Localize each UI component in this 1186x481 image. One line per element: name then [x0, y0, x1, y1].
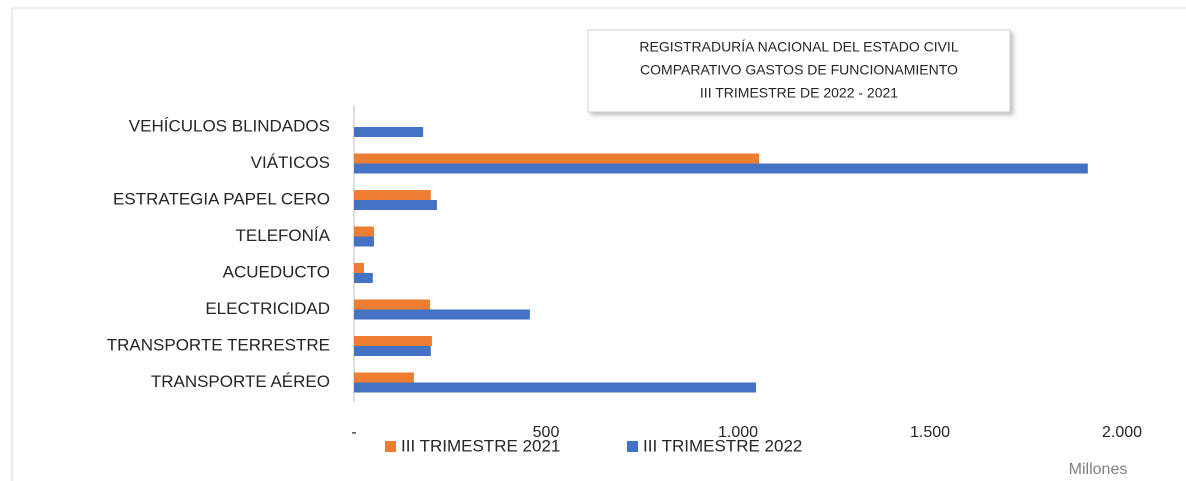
bar	[354, 372, 414, 383]
bar	[354, 346, 431, 356]
y-tick-label: ELECTRICIDAD	[205, 299, 330, 318]
bar	[354, 273, 373, 283]
legend-label: III TRIMESTRE 2022	[643, 436, 802, 455]
x-tick-label: 2.000	[1102, 424, 1142, 441]
y-tick-label: TELEFONÍA	[236, 226, 331, 245]
bar	[354, 309, 530, 320]
bar	[354, 163, 1088, 174]
bar	[354, 226, 374, 237]
bar	[354, 263, 364, 273]
bar	[354, 190, 431, 200]
title-box	[587, 29, 1011, 113]
bar	[354, 336, 432, 346]
x-tick-label: 1.000	[718, 424, 758, 441]
x-tick-label: 500	[533, 424, 560, 441]
y-tick-label: ACUEDUCTO	[223, 262, 330, 281]
axis-unit: Millones	[1069, 461, 1128, 478]
x-tick-label: -	[351, 424, 356, 441]
chart-frame	[11, 7, 1186, 481]
y-tick-label: VIÁTICOS	[251, 153, 330, 172]
y-tick-label: TRANSPORTE AÉREO	[151, 372, 330, 391]
chart-title: REGISTRADURÍA NACIONAL DEL ESTADO CIVIL	[639, 39, 958, 55]
bar	[354, 153, 760, 164]
chart-title: III TRIMESTRE DE 2022 - 2021	[700, 85, 898, 101]
y-tick-label: TRANSPORTE TERRESTRE	[107, 335, 330, 354]
y-tick-label: VEHÍCULOS BLINDADOS	[129, 116, 330, 135]
x-tick-label: 1.500	[910, 424, 950, 441]
legend-swatch	[385, 441, 396, 452]
legend-label: III TRIMESTRE 2021	[401, 436, 560, 455]
y-tick-label: ESTRATEGIA PAPEL CERO	[113, 189, 330, 208]
bar	[354, 200, 437, 210]
legend-swatch	[627, 441, 638, 452]
bar	[354, 236, 374, 247]
bar	[354, 382, 757, 393]
chart-title: COMPARATIVO GASTOS DE FUNCIONAMIENTO	[640, 62, 958, 78]
bar	[354, 127, 424, 137]
bar	[354, 299, 431, 310]
